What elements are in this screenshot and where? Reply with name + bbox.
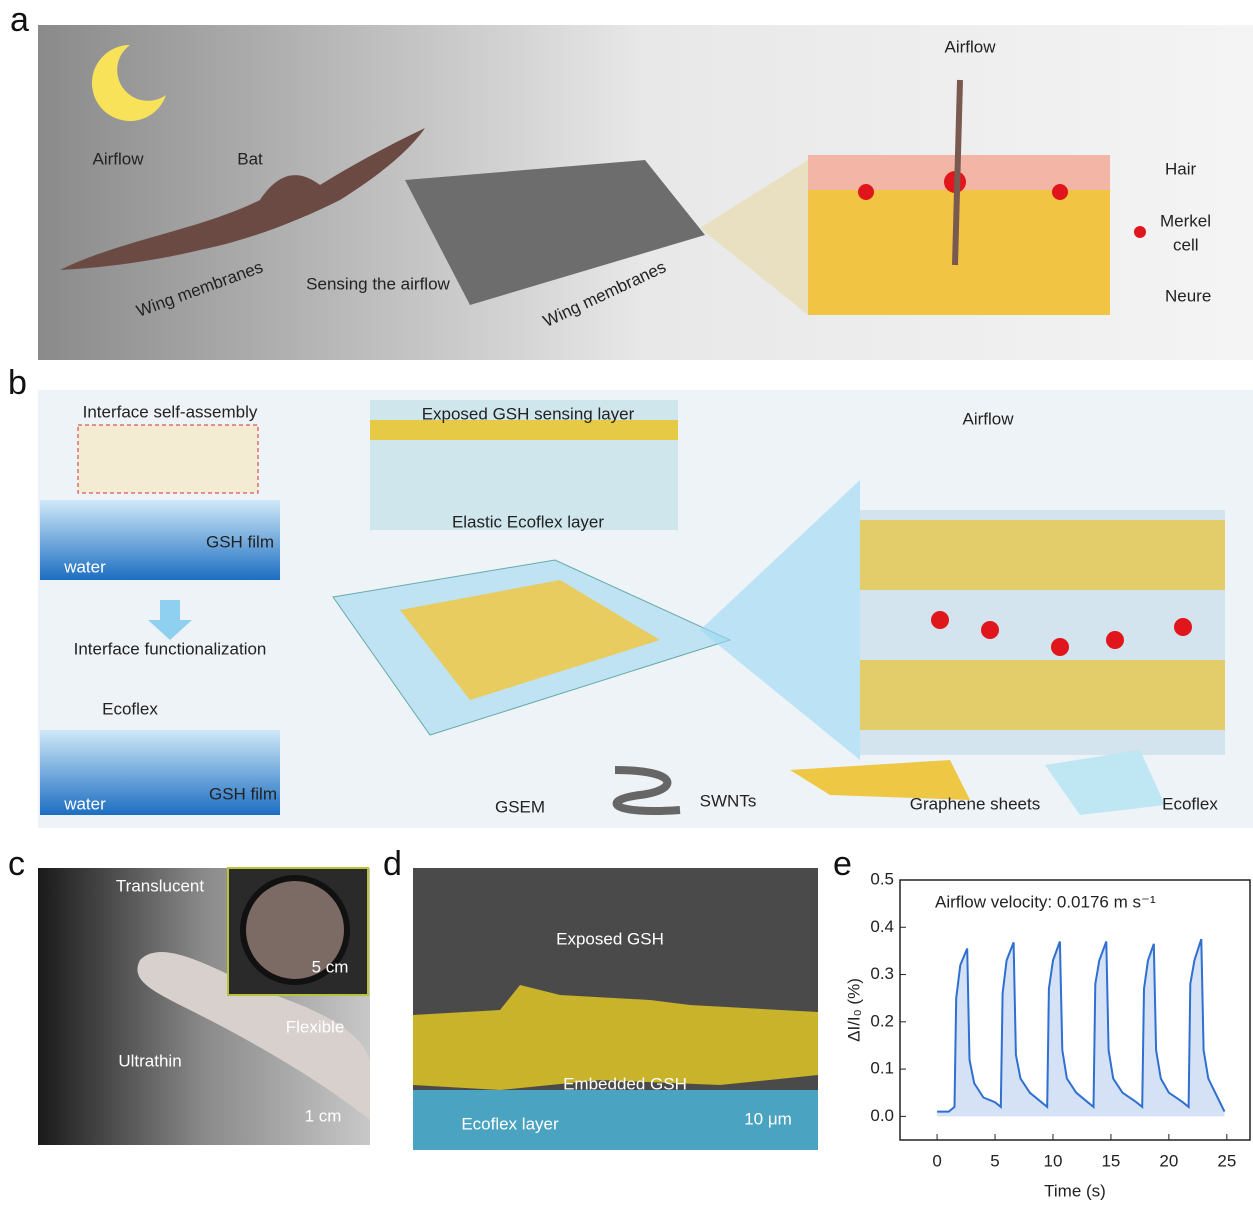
x-tick-label: 5 — [990, 1151, 999, 1170]
y-tick-label: 0.0 — [870, 1106, 894, 1125]
panel-label: b — [8, 364, 27, 402]
label: GSH film — [206, 532, 274, 551]
gsh-layer — [370, 420, 678, 440]
annotation: Airflow velocity: 0.0176 m s⁻¹ — [935, 892, 1156, 911]
label: SWNTs — [700, 791, 757, 810]
x-tick-label: 15 — [1101, 1151, 1120, 1170]
label: 10 μm — [744, 1109, 792, 1128]
label: water — [63, 794, 106, 813]
label: Exposed GSH — [556, 929, 664, 948]
label: Graphene sheets — [910, 794, 1040, 813]
label: Interface self-assembly — [83, 402, 258, 421]
water — [40, 500, 280, 580]
label: Exposed GSH sensing layer — [422, 404, 635, 423]
label: 1 cm — [305, 1106, 342, 1125]
graphene-layer — [860, 520, 1225, 590]
inset-lens — [240, 875, 350, 985]
legend-label: Neure — [1165, 286, 1211, 305]
label: Airflow — [962, 409, 1014, 428]
y-tick-label: 0.4 — [870, 917, 894, 936]
label: Bat — [237, 149, 263, 168]
node — [1051, 638, 1069, 656]
label: water — [63, 557, 106, 576]
ecoflex-layer — [413, 1090, 818, 1150]
label: Flexible — [286, 1017, 345, 1036]
graphene-layer — [860, 660, 1225, 730]
membrane — [405, 160, 705, 305]
x-tick-label: 10 — [1044, 1151, 1063, 1170]
inset — [77, 424, 259, 494]
label: Embedded GSH — [563, 1074, 687, 1093]
film — [137, 951, 370, 1120]
y-tick-label: 0.2 — [870, 1011, 894, 1030]
label: 5 cm — [312, 957, 349, 976]
panel-e: e 0.0 0.1 0.2 0.3 0.4 0.5 0 5 10 15 20 25 Time (s) ΔI… — [833, 845, 1251, 1200]
label: Ecoflex layer — [461, 1114, 559, 1133]
label: Interface functionalization — [74, 639, 267, 658]
node — [931, 611, 949, 629]
line — [937, 938, 1226, 1113]
panel-c: c Translucent 5 cm Ultrathin Flexible 1 … — [8, 845, 370, 1145]
x-tick-label: 0 — [932, 1151, 941, 1170]
label: Sensing the airflow — [306, 274, 450, 293]
legend-label: Hair — [1165, 159, 1197, 178]
water — [40, 730, 280, 815]
label: GSEM — [495, 797, 545, 816]
bat — [60, 128, 425, 270]
graphene-icon — [790, 760, 970, 800]
plot-frame — [899, 879, 1251, 1141]
node — [981, 621, 999, 639]
label: Airflow — [92, 149, 144, 168]
panel-b: b Interface self-assembly GSH film water… — [8, 364, 1253, 828]
x-axis-label: Time (s) — [1044, 1181, 1106, 1200]
panel-label: a — [10, 1, 29, 39]
y-tick-label: 0.5 — [870, 869, 894, 888]
panel-label: d — [383, 845, 402, 883]
panel-label: e — [833, 845, 852, 883]
merkel — [1052, 184, 1068, 200]
y-tick-label: 0.3 — [870, 964, 894, 983]
zoom-cone — [700, 480, 860, 760]
node — [1174, 618, 1192, 636]
legend-merkel — [1134, 226, 1146, 238]
label: Ecoflex — [102, 699, 158, 718]
zoom-cone — [700, 160, 808, 315]
graphene — [400, 580, 660, 700]
label: Ecoflex — [1162, 794, 1218, 813]
swnt-icon — [612, 766, 681, 815]
ecoflex-icon — [1045, 750, 1165, 815]
y-axis-label: ΔI/I₀ (%) — [844, 978, 863, 1042]
arrow — [148, 600, 192, 640]
panel-d: d Exposed GSH Embedded GSH Ecoflex layer… — [383, 845, 818, 1150]
merkel — [858, 184, 874, 200]
y-tick-label: 0.1 — [870, 1059, 894, 1078]
x-tick-label: 25 — [1217, 1151, 1236, 1170]
label: Elastic Ecoflex layer — [452, 512, 604, 531]
area — [937, 939, 1225, 1117]
x-tick-label: 20 — [1159, 1151, 1178, 1170]
panel-label: c — [8, 845, 25, 883]
label: Ultrathin — [118, 1051, 181, 1070]
hair — [952, 79, 963, 266]
panel-a: a Airflow Bat Wing membranes Sensing the… — [10, 1, 1253, 360]
label: GSH film — [209, 784, 277, 803]
gsh-layer — [413, 985, 818, 1090]
label: Airflow — [944, 37, 996, 56]
moon — [91, 44, 166, 121]
label: Translucent — [116, 876, 204, 895]
legend-label: Merkel — [1160, 211, 1211, 230]
legend-label: cell — [1173, 235, 1199, 254]
node — [1106, 631, 1124, 649]
